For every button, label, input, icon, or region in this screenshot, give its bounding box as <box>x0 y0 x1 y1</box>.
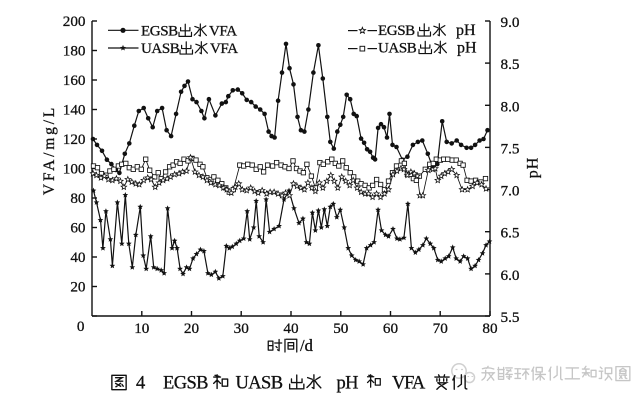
svg-text:20: 20 <box>70 279 86 296</box>
svg-text:30: 30 <box>234 320 250 337</box>
svg-text:180: 180 <box>63 43 86 60</box>
svg-text:6.5: 6.5 <box>501 225 520 242</box>
svg-text:pH: pH <box>456 22 476 39</box>
svg-text:140: 140 <box>63 102 86 119</box>
svg-text:EGSB: EGSB <box>141 23 178 39</box>
svg-text:pH: pH <box>337 374 359 394</box>
svg-text:70: 70 <box>433 320 449 337</box>
svg-text:VFA: VFA <box>210 41 238 57</box>
svg-text:4: 4 <box>136 374 145 394</box>
svg-text:VFA: VFA <box>209 23 237 39</box>
svg-text:VFA: VFA <box>392 374 426 394</box>
svg-text:80: 80 <box>70 190 86 207</box>
svg-text:5.5: 5.5 <box>501 309 520 326</box>
svg-text:120: 120 <box>63 131 86 148</box>
svg-text:EGSB: EGSB <box>163 374 208 394</box>
svg-text:pH: pH <box>525 157 542 179</box>
svg-text:40: 40 <box>283 320 299 337</box>
svg-text:80: 80 <box>482 320 498 337</box>
svg-text:100: 100 <box>63 161 86 178</box>
svg-text:10: 10 <box>134 320 150 337</box>
svg-text:UASB: UASB <box>378 41 417 57</box>
svg-text:40: 40 <box>70 249 86 266</box>
svg-text:50: 50 <box>333 320 349 337</box>
svg-text:60: 60 <box>383 320 399 337</box>
svg-text:0: 0 <box>77 318 85 335</box>
svg-text:9.0: 9.0 <box>501 14 520 31</box>
svg-text:160: 160 <box>63 72 86 89</box>
svg-text:6.0: 6.0 <box>501 267 520 284</box>
svg-text:pH: pH <box>457 40 477 57</box>
svg-text:VFA/mg/L: VFA/mg/L <box>41 105 58 195</box>
svg-text:20: 20 <box>184 320 200 337</box>
svg-text:7.0: 7.0 <box>501 183 520 200</box>
svg-text:/d: /d <box>300 336 314 355</box>
svg-text:EGSB: EGSB <box>378 23 415 39</box>
svg-text:60: 60 <box>70 220 86 237</box>
svg-text:UASB: UASB <box>236 374 283 394</box>
svg-text:UASB: UASB <box>141 41 180 57</box>
svg-text:8.0: 8.0 <box>501 98 520 115</box>
svg-text:8.5: 8.5 <box>501 56 520 73</box>
svg-text:7.5: 7.5 <box>501 140 520 157</box>
svg-text:200: 200 <box>63 13 86 30</box>
